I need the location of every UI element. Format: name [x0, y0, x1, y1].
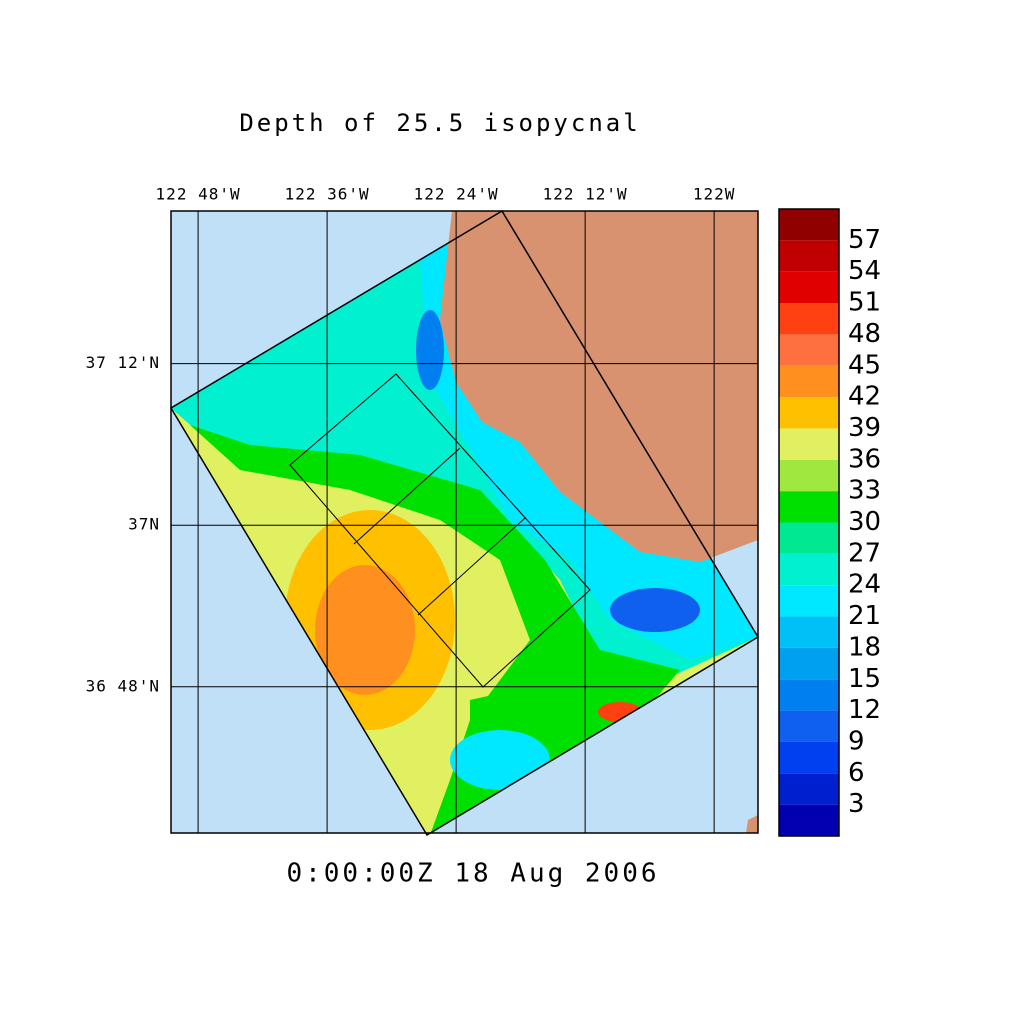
colorbar-band [779, 491, 839, 523]
land [440, 211, 758, 562]
colorbar-band [779, 397, 839, 429]
colorbar-band [779, 428, 839, 460]
lat-tick-label: 36 48'N [86, 676, 160, 695]
colorbar-band [779, 271, 839, 304]
field-layer [416, 310, 444, 390]
land [746, 815, 758, 833]
colorbar-label: 18 [848, 632, 881, 662]
timestamp: 0:00:00Z 18 Aug 2006 [286, 859, 659, 889]
colorbar-band [779, 741, 839, 774]
colorbar-band [779, 553, 839, 586]
colorbar-label: 33 [848, 476, 881, 506]
colorbar-band [779, 679, 839, 711]
colorbar-label: 12 [848, 695, 881, 725]
colorbar-band [779, 804, 839, 836]
colorbar-band [779, 585, 839, 617]
map-field [171, 211, 758, 833]
grid [171, 211, 758, 833]
colorbar-label: 3 [848, 789, 865, 819]
colorbar-band [779, 647, 839, 680]
colorbar-label: 6 [848, 758, 865, 788]
lat-tick-label: 37N [128, 515, 160, 534]
colorbar-label: 48 [848, 319, 881, 349]
colorbar-label: 15 [848, 664, 881, 694]
colorbar-band [779, 616, 839, 648]
lon-tick-label: 122W [693, 185, 736, 204]
map-frame [170, 210, 759, 834]
colorbar-band [779, 240, 839, 272]
lon-tick-label: 122 48'W [156, 185, 241, 204]
colorbar-label: 36 [848, 444, 881, 474]
colorbar-band [779, 365, 839, 398]
colorbar-label: 57 [848, 225, 881, 255]
colorbar-label: 54 [848, 256, 881, 286]
colorbar-frame [778, 208, 840, 837]
lon-tick-label: 122 36'W [285, 185, 370, 204]
colorbar-label: 21 [848, 601, 881, 631]
colorbar-band [779, 334, 839, 366]
colorbar-label: 30 [848, 507, 881, 537]
colorbar-label: 51 [848, 288, 881, 318]
map-title: Depth of 25.5 isopycnal [239, 109, 640, 137]
colorbar-label: 45 [848, 350, 881, 380]
lon-tick-label: 122 24'W [414, 185, 499, 204]
field-layer [610, 588, 700, 632]
colorbar-band [779, 710, 839, 742]
lat-tick-label: 37 12'N [86, 353, 160, 372]
colorbar-label: 39 [848, 413, 881, 443]
colorbar-label: 27 [848, 538, 881, 568]
subdomain-outline [289, 373, 591, 688]
colorbar [779, 209, 839, 836]
colorbar-label: 24 [848, 570, 881, 600]
colorbar-band [779, 773, 839, 805]
colorbar-band [779, 209, 839, 241]
colorbar-band [779, 522, 839, 554]
lon-tick-label: 122 12'W [543, 185, 628, 204]
field-layer [450, 730, 550, 790]
colorbar-band [779, 303, 839, 335]
colorbar-label: 9 [848, 726, 865, 756]
colorbar-label: 42 [848, 382, 881, 412]
field-layer [315, 565, 415, 695]
colorbar-band [779, 459, 839, 492]
